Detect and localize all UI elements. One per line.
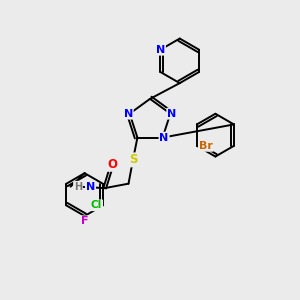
Text: N: N: [167, 109, 176, 119]
Text: O: O: [107, 158, 117, 171]
Text: N: N: [156, 45, 165, 55]
Text: H: H: [74, 182, 82, 192]
Text: N: N: [124, 109, 133, 119]
Text: S: S: [129, 153, 137, 167]
Text: F: F: [81, 216, 88, 226]
Text: N: N: [86, 182, 95, 192]
Text: Cl: Cl: [91, 200, 102, 210]
Text: Br: Br: [199, 141, 213, 151]
Text: N: N: [159, 133, 169, 142]
